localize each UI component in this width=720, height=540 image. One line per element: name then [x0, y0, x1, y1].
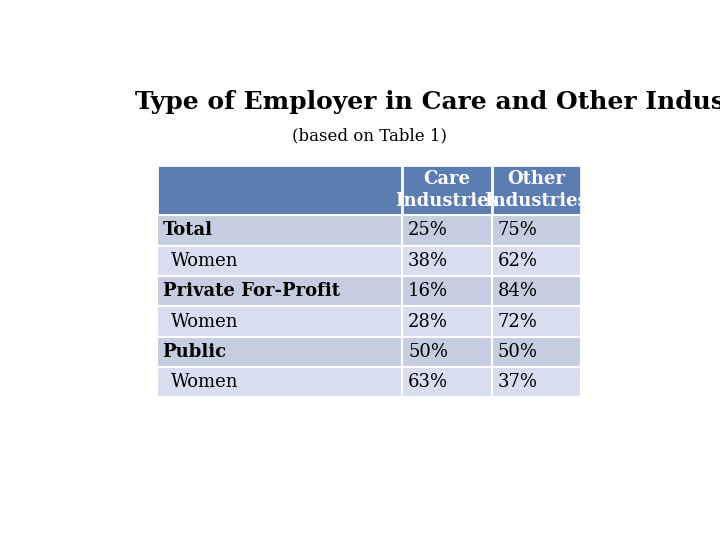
Text: Other
Industries: Other Industries — [485, 170, 588, 211]
Text: 16%: 16% — [408, 282, 448, 300]
Text: Public: Public — [163, 343, 227, 361]
Text: Women: Women — [171, 313, 238, 330]
Text: 25%: 25% — [408, 221, 448, 240]
Text: Total: Total — [163, 221, 212, 240]
FancyBboxPatch shape — [157, 367, 581, 397]
Text: 72%: 72% — [498, 313, 537, 330]
Text: 63%: 63% — [408, 373, 448, 392]
Text: Women: Women — [171, 373, 238, 392]
Text: Care
Industries: Care Industries — [395, 170, 499, 211]
Text: 75%: 75% — [498, 221, 537, 240]
FancyBboxPatch shape — [157, 337, 581, 367]
FancyBboxPatch shape — [157, 276, 581, 306]
Text: (based on Table 1): (based on Table 1) — [292, 127, 446, 144]
FancyBboxPatch shape — [157, 246, 581, 276]
FancyBboxPatch shape — [157, 306, 581, 337]
Text: 28%: 28% — [408, 313, 448, 330]
FancyBboxPatch shape — [157, 215, 581, 246]
Text: 50%: 50% — [498, 343, 537, 361]
Text: 84%: 84% — [498, 282, 537, 300]
Text: Private For-Profit: Private For-Profit — [163, 282, 340, 300]
Text: 62%: 62% — [498, 252, 537, 270]
Text: Women: Women — [171, 252, 238, 270]
Text: 50%: 50% — [408, 343, 448, 361]
Text: 37%: 37% — [498, 373, 537, 392]
Text: Type of Employer in Care and Other Industries: Type of Employer in Care and Other Indus… — [135, 90, 720, 114]
Text: 38%: 38% — [408, 252, 448, 270]
FancyBboxPatch shape — [157, 165, 581, 215]
